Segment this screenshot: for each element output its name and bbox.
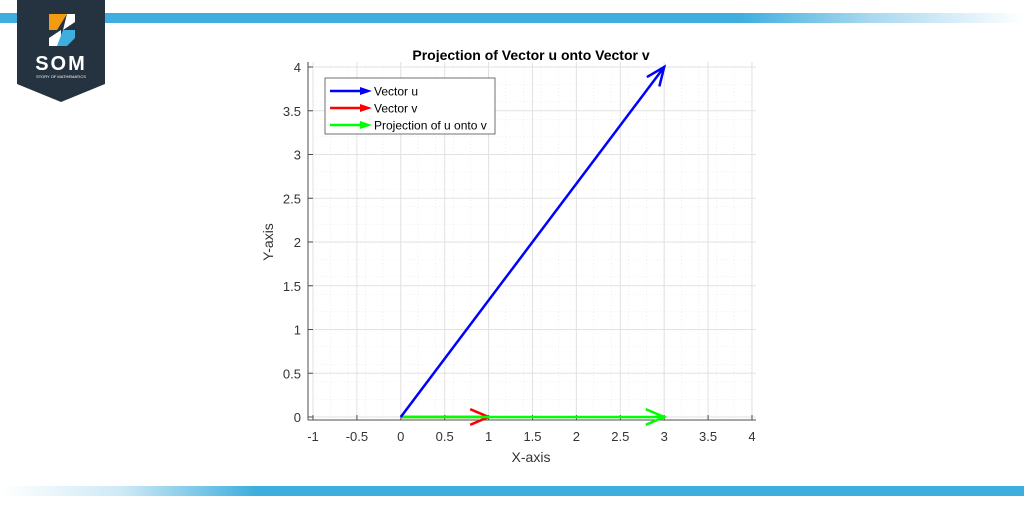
y-axis-label: Y-axis: [260, 223, 276, 261]
vector-vector-u: [399, 64, 667, 418]
major-grid: [308, 62, 756, 420]
x-tick-label: -1: [307, 429, 319, 444]
x-tick-label: 0: [397, 429, 404, 444]
y-tick-labels: 0 0.5 1 1.5 2 2.5 3 3.5 4: [283, 60, 301, 425]
vectors: [399, 64, 668, 426]
chart-title: Projection of Vector u onto Vector v: [412, 47, 649, 63]
logo-text: SOM: [35, 53, 87, 75]
x-tick-label: -0.5: [346, 429, 368, 444]
x-tick-label: 0.5: [436, 429, 454, 444]
x-tick-label: 3.5: [699, 429, 717, 444]
y-tick-label: 3.5: [283, 104, 301, 119]
y-tick-label: 0: [294, 410, 301, 425]
x-tick-label: 2.5: [611, 429, 629, 444]
x-tick-label: 1: [485, 429, 492, 444]
logo-tagline: STORY OF MATHEMATICS: [36, 74, 86, 79]
x-tick-label: 1.5: [523, 429, 541, 444]
x-tick-label: 4: [748, 429, 755, 444]
x-tick-label: 3: [661, 429, 668, 444]
legend: Vector u Vector v Projection of u onto v: [324, 77, 496, 135]
vector-projection-of-u-onto-v: [400, 408, 668, 426]
y-tick-label: 4: [294, 60, 301, 75]
logo-blue-shape: [57, 30, 75, 46]
bottom-decor-bar: [0, 486, 1024, 496]
y-tick-label: 2.5: [283, 191, 301, 206]
legend-label: Projection of u onto v: [374, 119, 487, 133]
x-tick-labels: -1 -0.5 0 0.5 1 1.5 2 2.5 3 3.5 4: [307, 429, 755, 444]
x-axis-label: X-axis: [512, 449, 551, 465]
logo-orange-shape: [49, 14, 67, 30]
y-tick-label: 1.5: [283, 279, 301, 294]
y-tick-label: 2: [294, 235, 301, 250]
legend-label: Vector v: [374, 102, 417, 116]
y-tick-label: 3: [294, 148, 301, 163]
legend-item: Projection of u onto v: [330, 119, 487, 133]
y-tick-label: 1: [294, 323, 301, 338]
top-decor-bar: [0, 13, 1024, 23]
som-logo: SOM STORY OF MATHEMATICS: [17, 0, 105, 102]
legend-item: Vector u: [330, 85, 418, 99]
legend-label: Vector u: [374, 85, 418, 99]
legend-item: Vector v: [330, 102, 417, 116]
y-tick-label: 0.5: [283, 366, 301, 381]
x-tick-label: 2: [573, 429, 580, 444]
